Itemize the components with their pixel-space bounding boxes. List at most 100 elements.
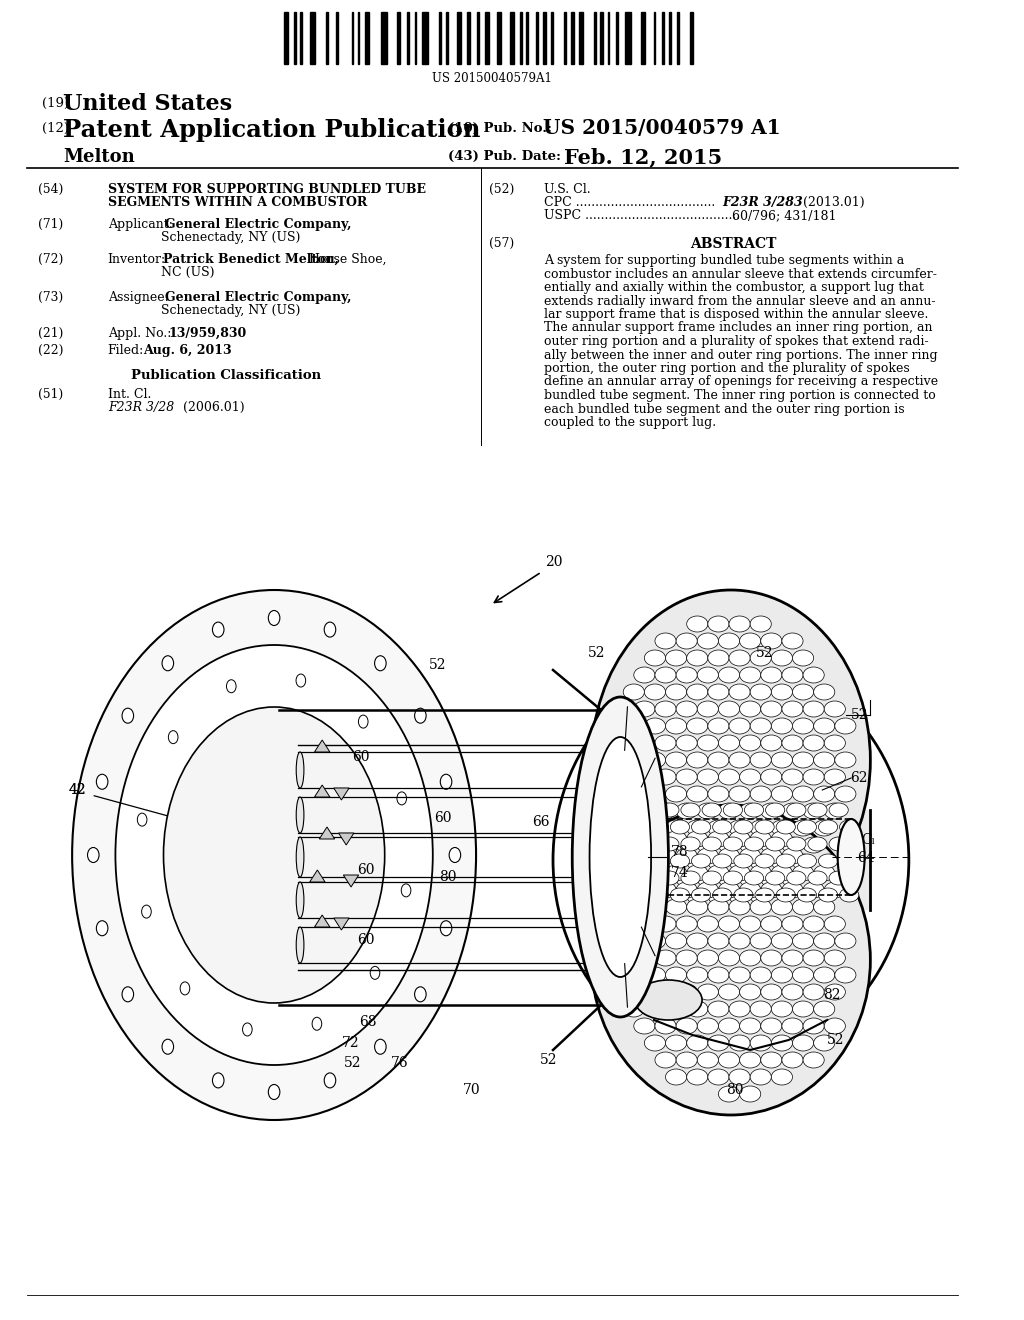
- Ellipse shape: [776, 888, 796, 902]
- Ellipse shape: [723, 871, 742, 884]
- Ellipse shape: [666, 684, 687, 700]
- Bar: [357, 12, 359, 63]
- Ellipse shape: [719, 950, 739, 966]
- Ellipse shape: [671, 820, 689, 834]
- Ellipse shape: [771, 865, 793, 880]
- Ellipse shape: [639, 871, 657, 884]
- Text: 82: 82: [823, 987, 841, 1002]
- Ellipse shape: [782, 950, 803, 966]
- Text: entially and axially within the combustor, a support lug that: entially and axially within the combusto…: [545, 281, 925, 294]
- Text: Patrick Benedict Melton,: Patrick Benedict Melton,: [163, 253, 339, 267]
- Ellipse shape: [719, 803, 739, 818]
- Ellipse shape: [793, 785, 814, 803]
- Ellipse shape: [751, 1069, 771, 1085]
- Ellipse shape: [644, 1001, 666, 1016]
- Ellipse shape: [803, 803, 824, 818]
- Text: 72: 72: [342, 1036, 359, 1049]
- Text: extends radially inward from the annular sleeve and an annu-: extends radially inward from the annular…: [545, 294, 936, 308]
- Ellipse shape: [296, 675, 305, 686]
- Ellipse shape: [761, 701, 782, 717]
- Ellipse shape: [729, 1035, 751, 1051]
- Text: 42: 42: [69, 783, 86, 797]
- Ellipse shape: [572, 697, 669, 1016]
- Ellipse shape: [835, 785, 856, 803]
- Text: SYSTEM FOR SUPPORTING BUNDLED TUBE: SYSTEM FOR SUPPORTING BUNDLED TUBE: [108, 183, 426, 195]
- Ellipse shape: [644, 899, 666, 915]
- Bar: [309, 12, 315, 63]
- Ellipse shape: [671, 854, 689, 869]
- Text: CPC ....................................: CPC ....................................: [545, 195, 716, 209]
- Ellipse shape: [401, 884, 411, 896]
- Ellipse shape: [761, 770, 782, 785]
- Ellipse shape: [719, 634, 739, 649]
- Bar: [407, 12, 410, 63]
- Ellipse shape: [655, 701, 676, 717]
- Ellipse shape: [612, 916, 634, 932]
- Ellipse shape: [824, 735, 846, 751]
- Ellipse shape: [803, 882, 824, 898]
- Bar: [536, 12, 538, 63]
- Ellipse shape: [798, 854, 816, 869]
- Text: (21): (21): [39, 327, 63, 341]
- Ellipse shape: [786, 803, 806, 817]
- Ellipse shape: [840, 888, 859, 902]
- Ellipse shape: [122, 987, 133, 1002]
- Ellipse shape: [655, 667, 676, 682]
- Polygon shape: [319, 828, 335, 840]
- Ellipse shape: [723, 803, 742, 817]
- Text: Publication Classification: Publication Classification: [131, 370, 322, 381]
- Ellipse shape: [814, 968, 835, 983]
- Ellipse shape: [814, 1035, 835, 1051]
- Text: Filed:: Filed:: [108, 345, 144, 356]
- Ellipse shape: [761, 1018, 782, 1034]
- Ellipse shape: [829, 871, 848, 884]
- Ellipse shape: [655, 847, 676, 865]
- Ellipse shape: [751, 888, 771, 904]
- Ellipse shape: [607, 888, 626, 902]
- Ellipse shape: [708, 854, 729, 870]
- Ellipse shape: [739, 803, 761, 818]
- Ellipse shape: [835, 718, 856, 734]
- Text: (10) Pub. No.:: (10) Pub. No.:: [449, 121, 552, 135]
- Text: 80: 80: [726, 1082, 743, 1097]
- Text: F23R 3/283: F23R 3/283: [722, 195, 803, 209]
- Ellipse shape: [719, 983, 739, 1001]
- Ellipse shape: [793, 1035, 814, 1051]
- Ellipse shape: [708, 616, 729, 632]
- Ellipse shape: [72, 590, 476, 1119]
- Ellipse shape: [818, 820, 838, 834]
- Ellipse shape: [296, 837, 304, 876]
- Ellipse shape: [729, 888, 751, 904]
- Ellipse shape: [676, 770, 697, 785]
- Text: 68: 68: [359, 1015, 377, 1030]
- Bar: [615, 12, 617, 63]
- Ellipse shape: [761, 916, 782, 932]
- Ellipse shape: [628, 854, 647, 869]
- Ellipse shape: [212, 622, 224, 638]
- Ellipse shape: [358, 715, 368, 729]
- Ellipse shape: [634, 667, 655, 682]
- Ellipse shape: [634, 950, 655, 966]
- Ellipse shape: [739, 701, 761, 717]
- Bar: [446, 12, 447, 63]
- Ellipse shape: [681, 871, 700, 884]
- Ellipse shape: [687, 649, 708, 667]
- Text: 76: 76: [391, 1056, 409, 1071]
- Text: 42: 42: [69, 783, 86, 797]
- Ellipse shape: [697, 1018, 719, 1034]
- Ellipse shape: [744, 871, 764, 884]
- Ellipse shape: [212, 1073, 224, 1088]
- Ellipse shape: [687, 1035, 708, 1051]
- Ellipse shape: [296, 797, 304, 833]
- Ellipse shape: [96, 921, 108, 936]
- Ellipse shape: [116, 645, 433, 1065]
- Text: 52: 52: [588, 645, 605, 660]
- Text: coupled to the support lug.: coupled to the support lug.: [545, 416, 717, 429]
- Ellipse shape: [624, 933, 644, 949]
- Ellipse shape: [634, 916, 655, 932]
- Ellipse shape: [676, 701, 697, 717]
- Ellipse shape: [814, 1001, 835, 1016]
- Ellipse shape: [666, 933, 687, 949]
- Ellipse shape: [590, 737, 651, 977]
- Ellipse shape: [607, 820, 626, 834]
